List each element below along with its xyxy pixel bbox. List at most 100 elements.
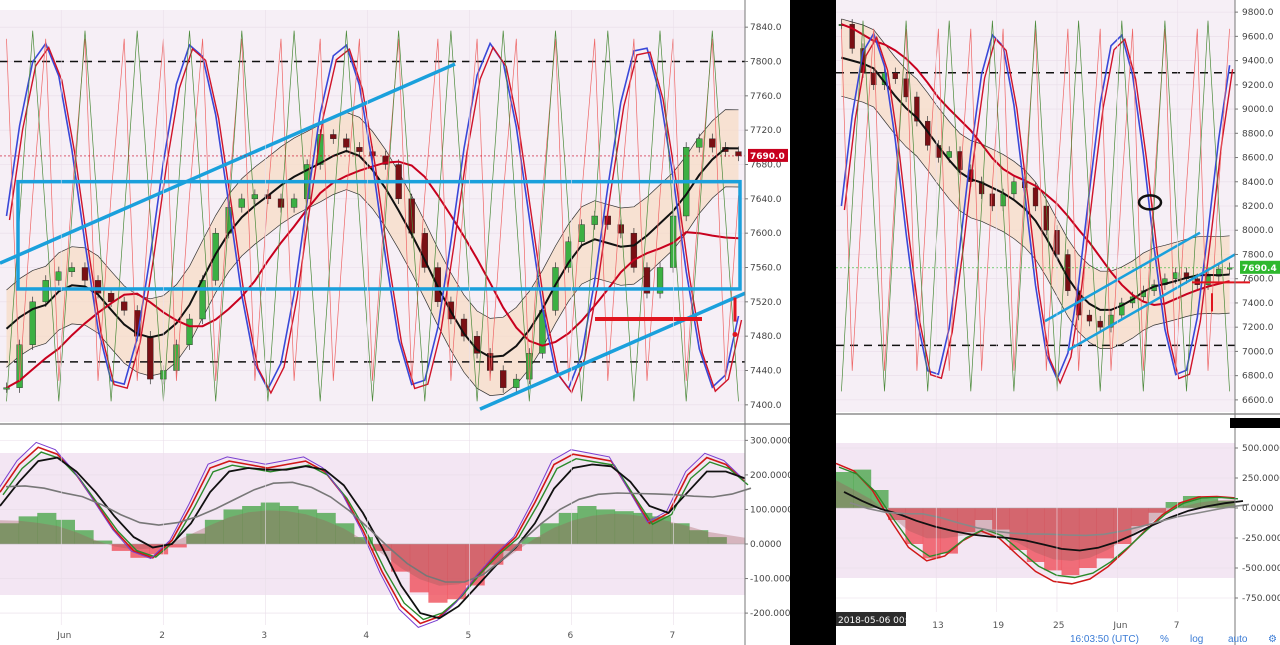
- left-osc-histogram-bar: [353, 537, 373, 544]
- right-price-tick-label: 6800.0: [1242, 372, 1274, 382]
- left-osc-tick-label: -200.0000: [750, 609, 796, 619]
- right-price-upper-band: [841, 18, 1230, 272]
- left-price-tick-label: 7800.0: [750, 58, 782, 68]
- left-osc-tick-label: 300.0000: [750, 436, 793, 446]
- left-price-tick-label: 7680.0: [750, 161, 782, 171]
- left-price-candle: [617, 224, 624, 234]
- left-osc-histogram-bar: [428, 544, 448, 603]
- log-button[interactable]: log: [1190, 634, 1203, 645]
- right-price-candle: [849, 24, 855, 49]
- left-osc-histogram-bar: [18, 516, 38, 544]
- left-osc-histogram-bar: [316, 512, 336, 544]
- right-price-tick-label: 9600.0: [1242, 32, 1274, 42]
- left-price-candle: [500, 370, 507, 388]
- right-channel-upper: [1044, 231, 1201, 323]
- left-price-tick-label: 7600.0: [750, 229, 782, 239]
- right-osc-histogram-bar: [1096, 508, 1115, 559]
- right-circle-mark: [1137, 194, 1163, 211]
- left-price-candle: [81, 267, 89, 281]
- left-price-candle: [735, 151, 742, 157]
- left-osc-histogram-bar: [521, 537, 541, 544]
- auto-button[interactable]: auto: [1228, 634, 1248, 645]
- left-price-tick-label: 7440.0: [750, 367, 782, 377]
- left-price-tick-label: 7640.0: [750, 195, 782, 205]
- right-price-candle: [914, 96, 920, 122]
- right-price-candle: [1011, 181, 1017, 195]
- left-price-candle: [513, 378, 520, 388]
- left-price-midline: [5, 147, 739, 359]
- left-x-tick-label: 5: [465, 631, 471, 641]
- left-price-blue-osc: [5, 41, 740, 391]
- right-price-tick-label: 8600.0: [1242, 154, 1274, 164]
- left-y-axis: 7840.0 7800.0 7760.0 7720.0 7680.0 7640.0 7600…: [0, 23, 796, 619]
- right-channel-lower: [1067, 253, 1236, 352]
- right-osc-histogram-bar: [1200, 498, 1219, 508]
- left-price-tick-label: 7520.0: [750, 298, 782, 308]
- range-box: [16, 179, 742, 291]
- left-price-candle: [251, 194, 259, 200]
- left-price-candle: [238, 198, 245, 208]
- left-price-candle: [42, 280, 49, 303]
- right-x-tick-label: 19: [993, 621, 1005, 631]
- right-oscillator: [835, 462, 1250, 585]
- left-osc-histogram-bar: [596, 509, 616, 544]
- right-osc-tick-label: 250.0000: [1242, 474, 1280, 484]
- left-price-candle: [277, 198, 285, 208]
- right-price-tick-label: 9400.0: [1242, 57, 1274, 67]
- trendline-upper: [0, 62, 456, 265]
- gear-icon[interactable]: ⚙: [1268, 634, 1277, 645]
- percent-button[interactable]: %: [1160, 634, 1169, 645]
- left-osc-histogram-bar: [651, 516, 671, 544]
- right-price-candle: [1119, 302, 1125, 316]
- trendline-lower: [479, 291, 746, 411]
- left-osc-histogram-bar: [409, 544, 429, 593]
- left-price-candle: [3, 387, 10, 390]
- right-osc-histogram-bar: [1026, 508, 1045, 562]
- alert-mark-dot: [732, 331, 738, 337]
- left-price-tick-label: 7720.0: [750, 126, 782, 136]
- time-readout: 16:03:50 (UTC): [1070, 634, 1139, 645]
- right-osc-green-line: [838, 466, 1239, 579]
- right-osc-histogram-bar: [1148, 508, 1167, 513]
- left-osc-histogram-bar: [93, 540, 113, 544]
- left-x-tick-label: 3: [261, 631, 267, 641]
- left-osc-histogram-bar: [447, 544, 467, 600]
- left-price-candle: [330, 134, 337, 139]
- left-price-series: [0, 30, 746, 411]
- right-price-candle: [1173, 272, 1179, 279]
- right-price-candle: [1108, 314, 1114, 328]
- right-price-thin-green: [841, 20, 1230, 392]
- right-price-thin-red: [841, 28, 1230, 371]
- right-price-candle: [903, 78, 909, 98]
- left-osc-tick-label: 0.0000: [750, 540, 782, 550]
- right-price-tick-label: 6600.0: [1242, 396, 1274, 406]
- left-osc-histogram-bar: [540, 523, 560, 544]
- right-x-tick-label: 7: [1174, 621, 1180, 631]
- right-osc-histogram-bar: [1061, 508, 1080, 576]
- left-price-candle: [656, 267, 664, 294]
- left-price-candle: [29, 301, 36, 345]
- left-price-tick-label: 7480.0: [750, 332, 782, 342]
- right-price-tick-label: 7000.0: [1242, 347, 1274, 357]
- left-price-thin-green: [6, 30, 739, 402]
- right-osc-tick-label: 500.0000: [1242, 444, 1280, 454]
- left-price-candle: [486, 353, 494, 371]
- left-price-tick-label: 7760.0: [750, 92, 782, 102]
- left-price-candle: [630, 232, 638, 268]
- right-price-tick-label: 9800.0: [1242, 8, 1274, 18]
- right-price-tick-label: 9200.0: [1242, 81, 1274, 91]
- left-price-candle: [121, 301, 128, 311]
- right-price-candle: [871, 72, 877, 86]
- left-x-tick-label: Jun: [56, 631, 71, 641]
- right-chart[interactable]: 9800.0 9600.0 9400.0 9200.0 9000.0 8800.0 8600…: [835, 0, 1280, 645]
- left-last-price-label: 7690.0: [750, 152, 785, 162]
- left-osc-histogram-bar: [55, 519, 75, 544]
- right-x-tick-label: 25: [1053, 621, 1064, 631]
- left-osc-histogram-bar: [689, 530, 709, 544]
- left-price-candle: [709, 138, 716, 148]
- left-chart[interactable]: 7840.0 7800.0 7760.0 7720.0 7680.0 7640.0 7600…: [0, 0, 796, 645]
- right-price-tick-label: 8000.0: [1242, 226, 1274, 236]
- right-axis-marker: [1230, 418, 1280, 428]
- right-osc-histogram-bar: [836, 472, 854, 508]
